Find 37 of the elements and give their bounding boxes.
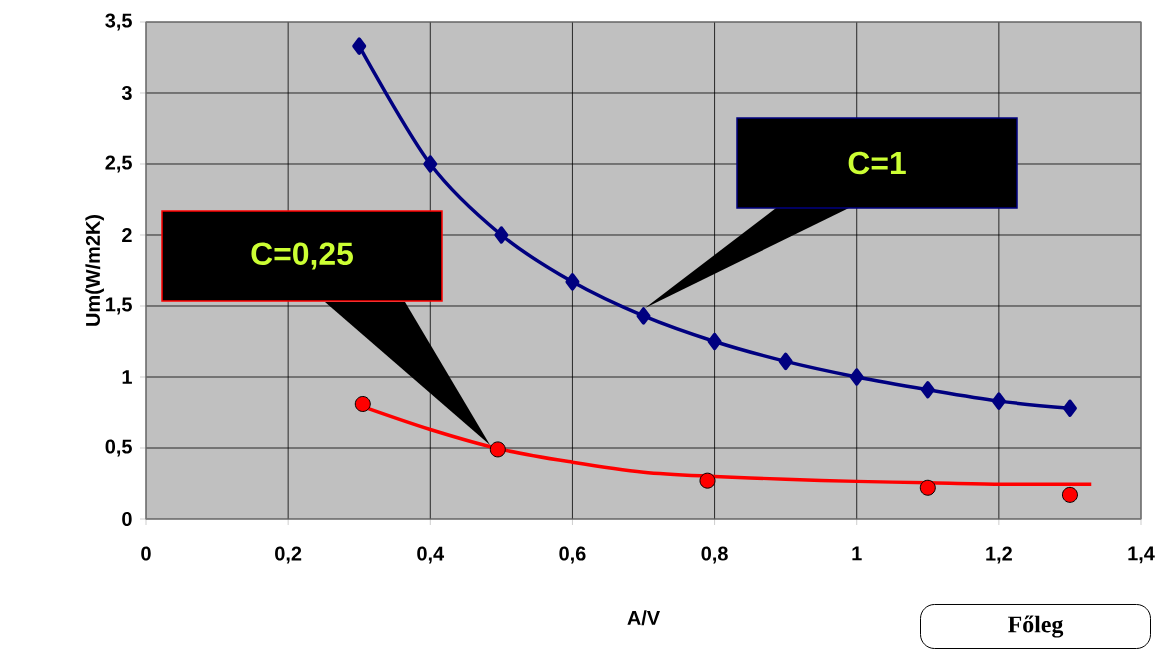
y-tick-label: 0,5 [105, 439, 132, 457]
x-axis-title: A/V [627, 610, 660, 626]
point [352, 37, 367, 55]
text: Főleg [1008, 615, 1064, 638]
point [636, 307, 651, 325]
point [778, 352, 793, 371]
point [423, 155, 438, 173]
point [991, 392, 1006, 410]
point [354, 395, 371, 412]
x-tick-label: 1,2 [986, 546, 1012, 564]
y-axis-title: Um(W/m2K) [85, 215, 104, 326]
y-tick-label: 2,5 [105, 155, 132, 173]
annotation: C=1 [848, 151, 906, 175]
point [1061, 486, 1078, 503]
x-tick-label: 0,2 [275, 546, 302, 564]
y-tick-label: 2 [122, 228, 132, 242]
annotation: C=0,25 [251, 242, 353, 270]
y-tick-label: 0 [122, 511, 132, 527]
point [849, 368, 864, 386]
y-tick-label: 3,5 [105, 13, 132, 31]
x-tick-label: 0,4 [417, 546, 445, 564]
x-tick-label: 0,8 [701, 546, 728, 564]
x-tick-label: 0 [141, 546, 151, 561]
x-tick-label: 1 [852, 546, 862, 561]
y-tick-label: 1,5 [106, 297, 132, 315]
point [494, 226, 509, 244]
y-tick-label: 3 [121, 85, 132, 101]
point [919, 479, 936, 496]
point [920, 381, 935, 399]
point [565, 273, 580, 291]
point [699, 472, 716, 489]
point [1062, 399, 1077, 417]
x-tick-label: 1,4 [1128, 546, 1155, 564]
x-tick-label: 0,6 [559, 546, 586, 564]
point [707, 332, 722, 351]
point [489, 441, 506, 458]
y-tick-label: 1 [122, 370, 132, 384]
